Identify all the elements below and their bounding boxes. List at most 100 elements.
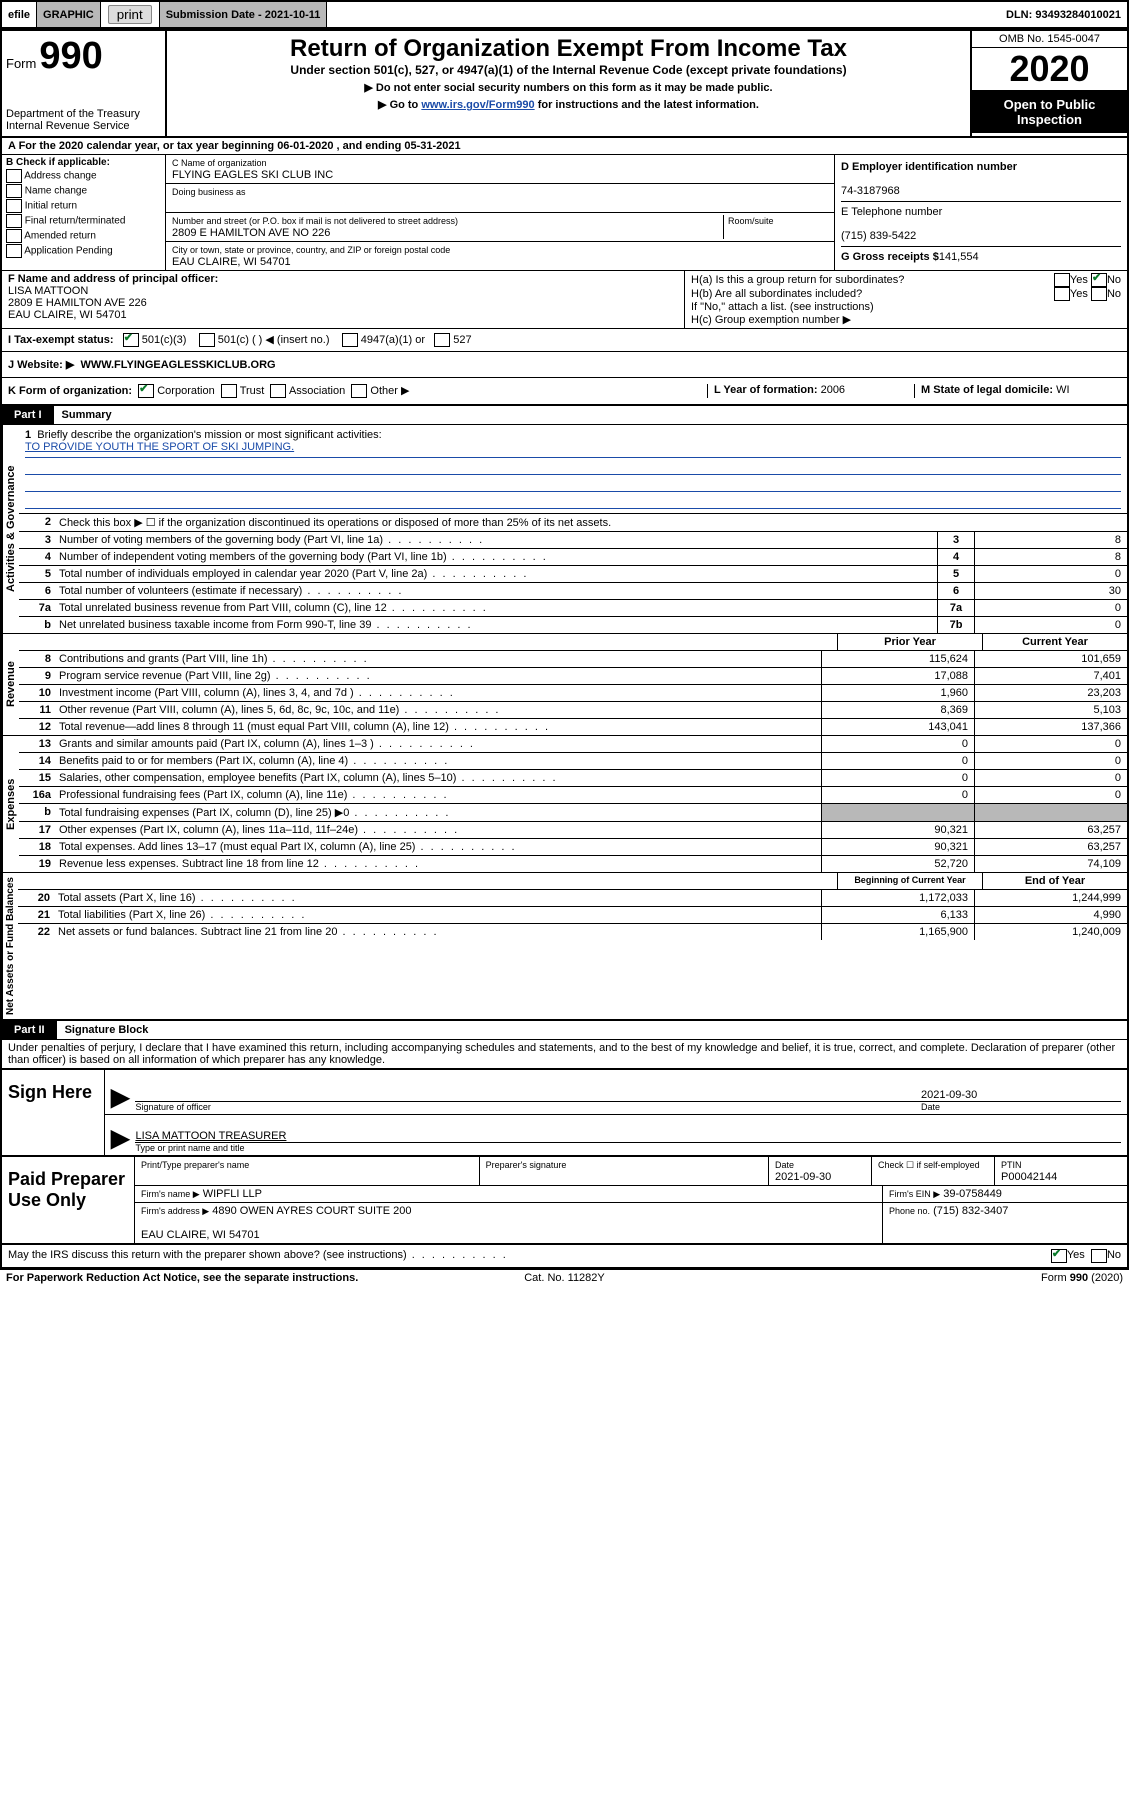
revenue-vlabel: Revenue — [2, 634, 19, 735]
chk-initial-return[interactable]: Initial return — [6, 199, 161, 213]
section-revenue: Revenue Prior Year Current Year 8Contrib… — [2, 634, 1127, 736]
prep-date: 2021-09-30 — [775, 1171, 831, 1183]
form-header: Form 990 Department of the Treasury Inte… — [2, 31, 1127, 138]
header-left: Form 990 Department of the Treasury Inte… — [2, 31, 167, 136]
discuss-no-checkbox[interactable] — [1091, 1249, 1107, 1263]
tax-year: 2020 — [972, 48, 1127, 91]
table-row: 19Revenue less expenses. Subtract line 1… — [19, 856, 1127, 872]
section-governance: Activities & Governance 1 Briefly descri… — [2, 425, 1127, 634]
discuss-text: May the IRS discuss this return with the… — [8, 1249, 1051, 1263]
prior-year-header: Prior Year — [837, 634, 982, 650]
top-toolbar: efile GRAPHIC print Submission Date - 20… — [0, 0, 1129, 29]
table-row: 11Other revenue (Part VIII, column (A), … — [19, 702, 1127, 719]
ha-yes-checkbox[interactable] — [1054, 273, 1070, 287]
firm-phone: (715) 832-3407 — [933, 1205, 1008, 1217]
chk-amended-return[interactable]: Amended return — [6, 229, 161, 243]
paid-preparer-label: Paid Preparer Use Only — [2, 1157, 134, 1243]
col-d-ein: D Employer identification number 74-3187… — [835, 155, 1127, 270]
part2-header: Part II Signature Block — [2, 1021, 1127, 1040]
print-cell: print — [101, 2, 160, 27]
table-row: 18Total expenses. Add lines 13–17 (must … — [19, 839, 1127, 856]
col-b-checkboxes: B Check if applicable: Address change Na… — [2, 155, 166, 270]
discuss-yes-checkbox[interactable] — [1051, 1249, 1067, 1263]
website-url: WWW.FLYINGEAGLESSKICLUB.ORG — [80, 359, 275, 371]
table-row: 22Net assets or fund balances. Subtract … — [18, 924, 1127, 940]
revenue-col-header: Prior Year Current Year — [19, 634, 1127, 651]
chk-501c3[interactable] — [123, 333, 139, 347]
beginning-year-header: Beginning of Current Year — [837, 873, 982, 889]
part2-title: Signature Block — [65, 1024, 149, 1036]
header-note-2: ▶ Go to www.irs.gov/Form990 for instruct… — [171, 98, 966, 111]
governance-vlabel: Activities & Governance — [2, 425, 19, 633]
dept-treasury: Department of the Treasury — [6, 108, 161, 120]
form-container: Form 990 Department of the Treasury Inte… — [0, 29, 1129, 1269]
section-fh: F Name and address of principal officer:… — [2, 271, 1127, 329]
signature-field[interactable]: Signature of officer — [135, 1101, 921, 1112]
sign-date-field: 2021-09-30 Date — [921, 1089, 1121, 1112]
part2-label: Part II — [2, 1021, 57, 1039]
chk-corporation[interactable] — [138, 384, 154, 398]
chk-other[interactable] — [351, 384, 367, 398]
chk-name-change[interactable]: Name change — [6, 184, 161, 198]
current-year-header: Current Year — [982, 634, 1127, 650]
prep-sig-header: Preparer's signature — [486, 1160, 567, 1170]
arrow-icon: ▶ — [111, 1083, 135, 1112]
discuss-row: May the IRS discuss this return with the… — [2, 1245, 1127, 1267]
chk-527[interactable] — [434, 333, 450, 347]
name-title-field: LISA MATTOON TREASURER Type or print nam… — [135, 1130, 1121, 1153]
table-row: 3Number of voting members of the governi… — [19, 532, 1127, 549]
ha-label: H(a) Is this a group return for subordin… — [691, 274, 1054, 286]
mission-label: Briefly describe the organization's miss… — [37, 429, 381, 441]
street-cell: Number and street (or P.O. box if mail i… — [166, 213, 834, 242]
table-row: 4Number of independent voting members of… — [19, 549, 1127, 566]
table-row: 20Total assets (Part X, line 16)1,172,03… — [18, 890, 1127, 907]
table-row: 21Total liabilities (Part X, line 26)6,1… — [18, 907, 1127, 924]
chk-application-pending[interactable]: Application Pending — [6, 244, 161, 258]
chk-association[interactable] — [270, 384, 286, 398]
print-button[interactable]: print — [108, 5, 152, 24]
row-k-form-org: K Form of organization: Corporation Trus… — [2, 378, 1127, 406]
part1-label: Part I — [2, 406, 54, 424]
header-note-1: ▶ Do not enter social security numbers o… — [171, 81, 966, 94]
mission-blank-line — [25, 458, 1121, 475]
col-h-group: H(a) Is this a group return for subordin… — [685, 271, 1127, 328]
table-row: 16aProfessional fundraising fees (Part I… — [19, 787, 1127, 804]
section-bcd: B Check if applicable: Address change Na… — [2, 155, 1127, 271]
chk-4947[interactable] — [342, 333, 358, 347]
chk-501c[interactable] — [199, 333, 215, 347]
hb-label: H(b) Are all subordinates included? — [691, 288, 1054, 300]
table-row: 14Benefits paid to or for members (Part … — [19, 753, 1127, 770]
mission-num: 1 — [25, 429, 31, 441]
row-a-tax-year: A For the 2020 calendar year, or tax yea… — [2, 138, 1127, 155]
firm-addr1: 4890 OWEN AYRES COURT SUITE 200 — [212, 1205, 411, 1217]
hb-yes-checkbox[interactable] — [1054, 287, 1070, 301]
netassets-col-header: Beginning of Current Year End of Year — [18, 873, 1127, 890]
ptin-value: P00042144 — [1001, 1171, 1057, 1183]
footer-right: Form 990 (2020) — [751, 1272, 1123, 1284]
org-name-cell: C Name of organization FLYING EAGLES SKI… — [166, 155, 834, 184]
table-row: 10Investment income (Part VIII, column (… — [19, 685, 1127, 702]
part1-header: Part I Summary — [2, 406, 1127, 425]
end-year-header: End of Year — [982, 873, 1127, 889]
chk-trust[interactable] — [221, 384, 237, 398]
chk-final-return[interactable]: Final return/terminated — [6, 214, 161, 228]
topbar-spacer — [327, 2, 1000, 27]
submission-date-cell: Submission Date - 2021-10-11 — [160, 2, 328, 27]
paid-preparer-section: Paid Preparer Use Only Print/Type prepar… — [2, 1157, 1127, 1245]
instructions-link[interactable]: www.irs.gov/Form990 — [421, 99, 534, 111]
netassets-vlabel: Net Assets or Fund Balances — [2, 873, 18, 1019]
footer-mid: Cat. No. 11282Y — [378, 1272, 750, 1284]
row-i-tax-exempt: I Tax-exempt status: 501(c)(3) 501(c) ( … — [2, 329, 1127, 352]
chk-address-change[interactable]: Address change — [6, 169, 161, 183]
self-employed-check[interactable]: Check ☐ if self-employed — [878, 1160, 980, 1170]
hc-label: H(c) Group exemption number ▶ — [691, 313, 1121, 326]
perjury-statement: Under penalties of perjury, I declare th… — [2, 1040, 1127, 1068]
ha-no-checkbox[interactable] — [1091, 273, 1107, 287]
hb-no-checkbox[interactable] — [1091, 287, 1107, 301]
mission-text: TO PROVIDE YOUTH THE SPORT OF SKI JUMPIN… — [25, 441, 1121, 458]
irs-label: Internal Revenue Service — [6, 120, 161, 132]
mission-blank-line — [25, 492, 1121, 509]
h-note: If "No," attach a list. (see instruction… — [691, 301, 1121, 313]
part1-title: Summary — [62, 409, 112, 421]
section-expenses: Expenses 13Grants and similar amounts pa… — [2, 736, 1127, 873]
